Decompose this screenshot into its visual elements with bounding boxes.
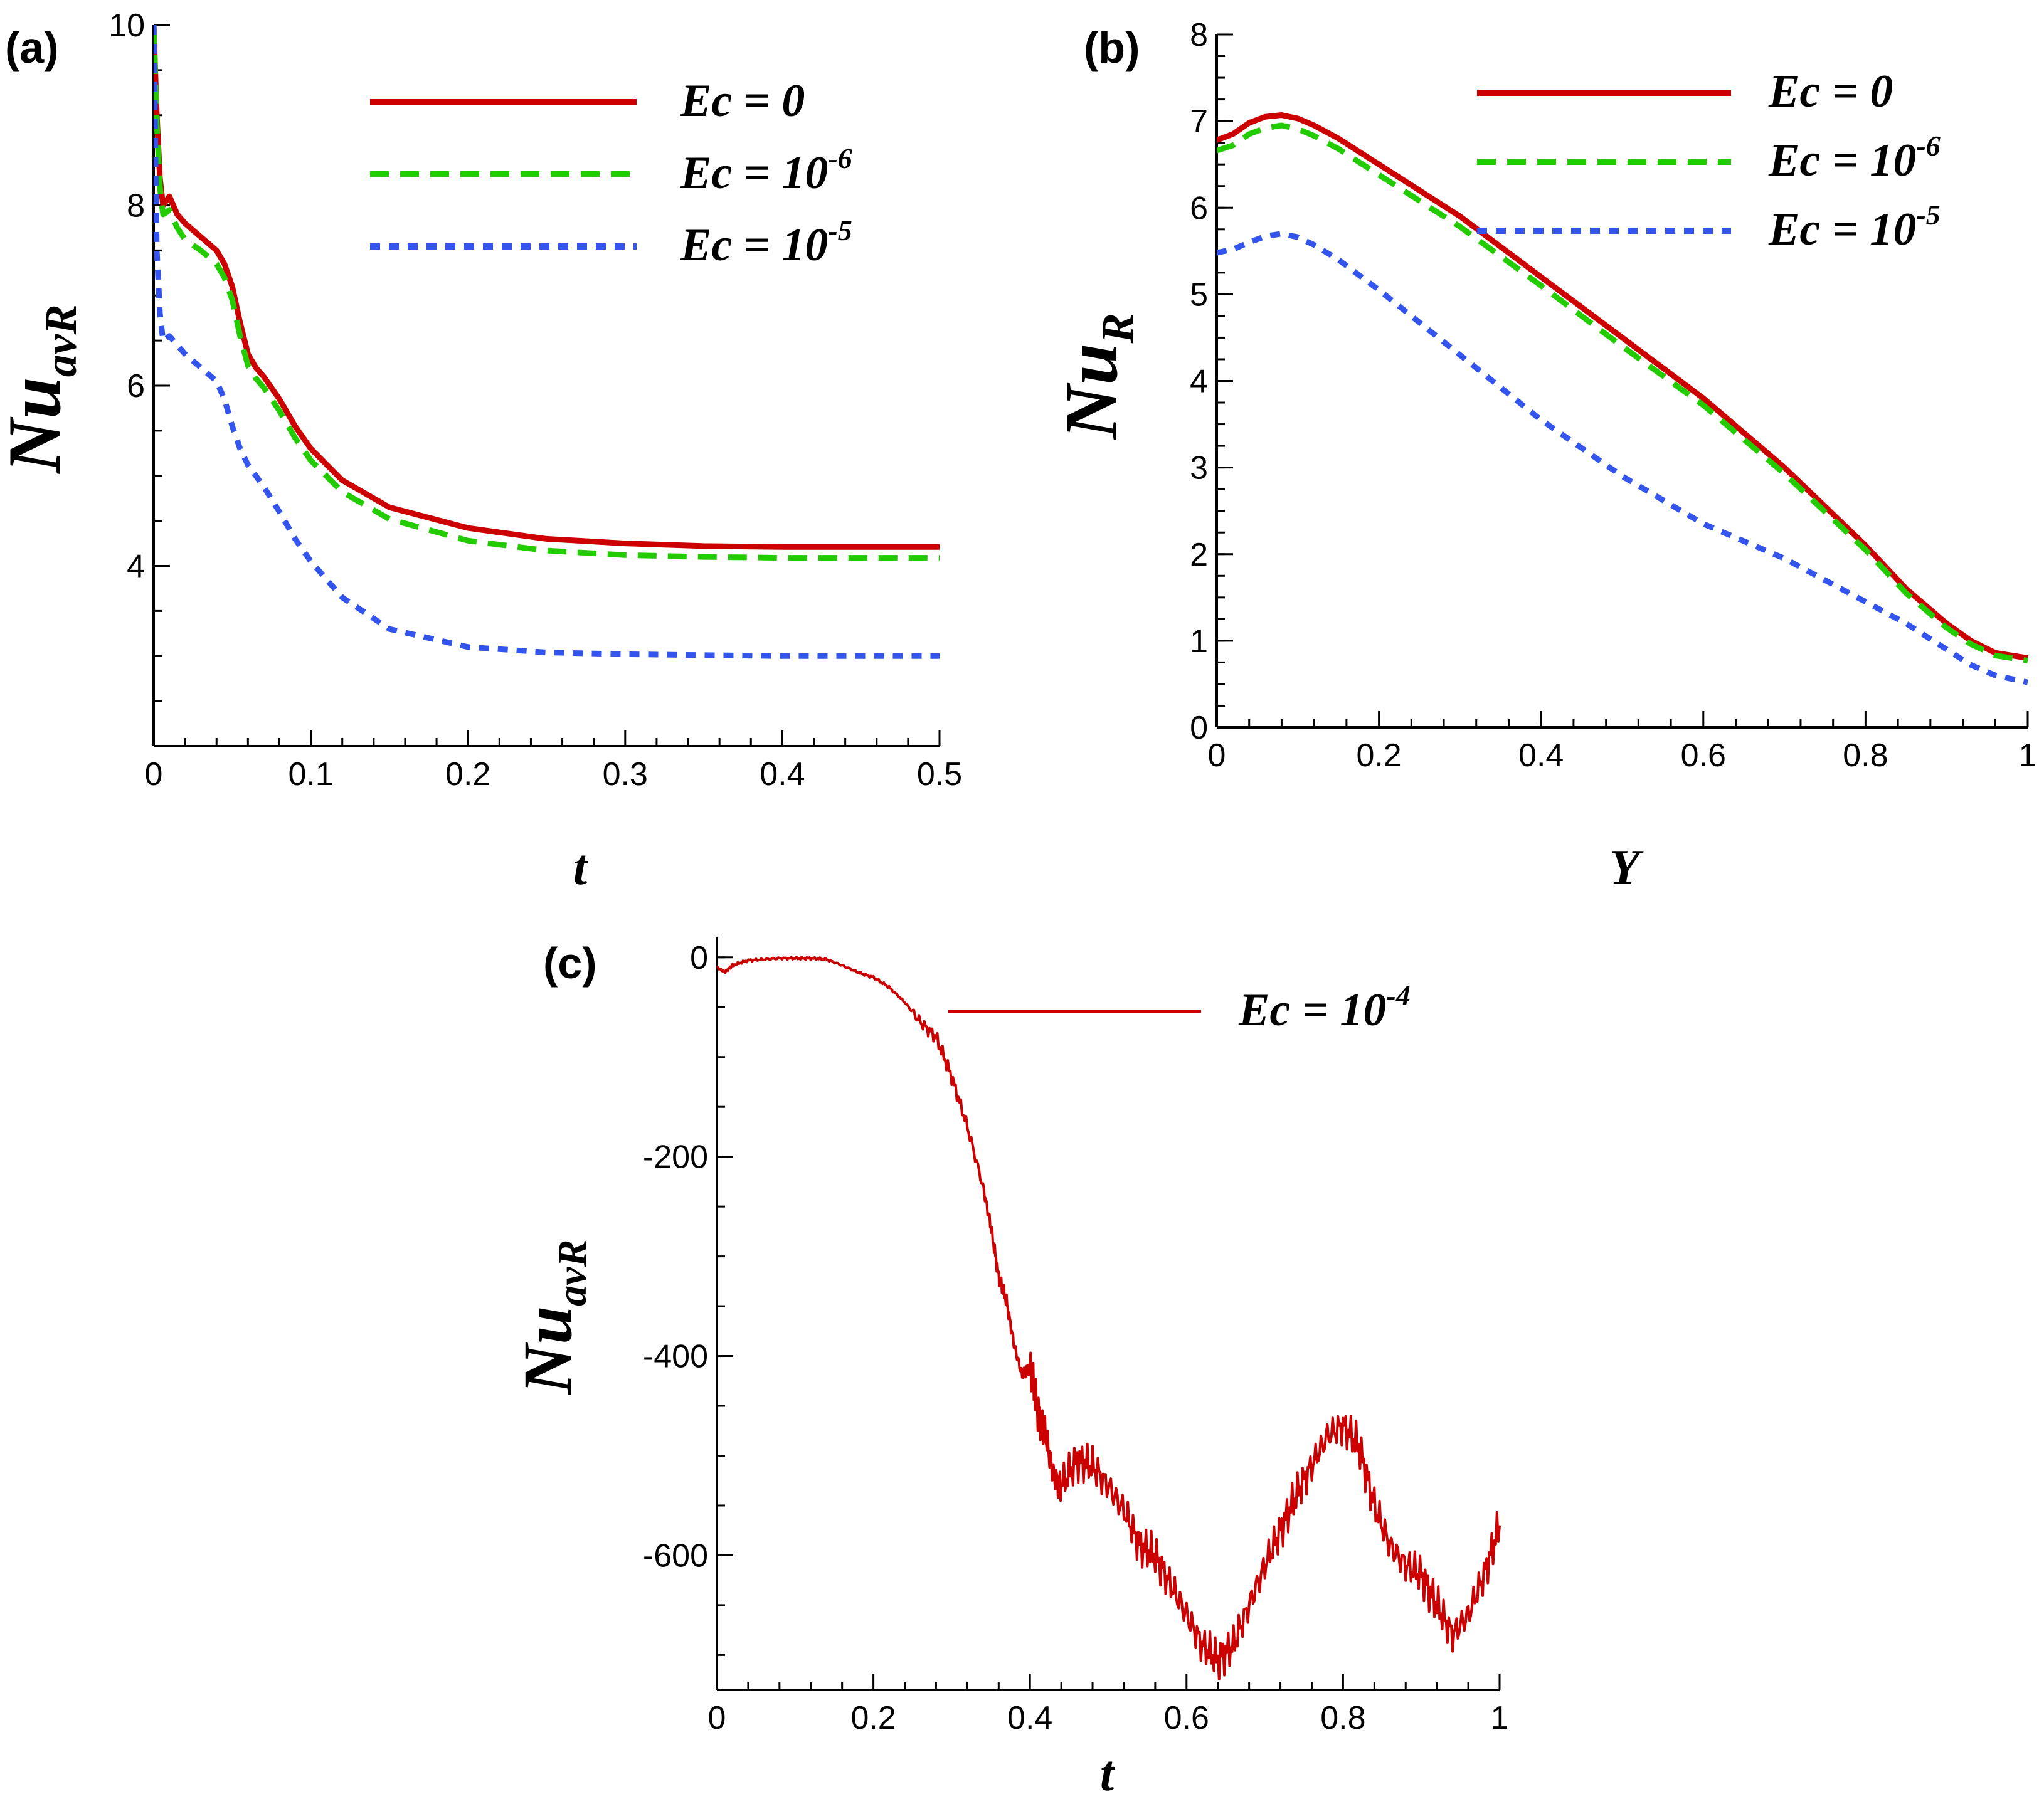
y-axis-label: NuavR xyxy=(0,304,86,474)
legend-label: Ec = 0 xyxy=(1768,66,1893,117)
legend-label-text: Ec = 0 xyxy=(1768,66,1893,117)
y-axis-label-subscript: avR xyxy=(549,1240,595,1306)
x-tick-label: 0 xyxy=(1208,737,1226,774)
y-tick-label: 5 xyxy=(1190,277,1208,313)
y-axis-label-main: Nu xyxy=(509,1306,586,1396)
y-axis-label-subscript: R xyxy=(1093,313,1143,344)
y-tick-label: 2 xyxy=(1190,537,1208,573)
series-line xyxy=(1217,231,2028,685)
legend-label-exponent: -6 xyxy=(828,142,852,174)
legend-label-exponent: -5 xyxy=(828,214,852,246)
legend-label-exponent: -6 xyxy=(1916,130,1940,162)
legend-label: Ec = 10-6 xyxy=(1768,130,1941,186)
legend-label: Ec = 10-5 xyxy=(1768,199,1941,255)
x-tick-label: 0.4 xyxy=(760,756,805,793)
legend-label-text: Ec = 10 xyxy=(680,219,828,271)
panel-label: (b) xyxy=(1084,23,1140,72)
legend-label-text: Ec = 0 xyxy=(680,75,805,127)
series-line xyxy=(154,24,940,550)
panel-b-chart: 0 0.2 0.4 0.6 0.8 1 0 1 2 3 4 5 6 7 8 Y NuR (b) Ec = 0 Ec =… xyxy=(1049,17,2036,895)
x-tick-label: 0.2 xyxy=(850,1700,896,1736)
panel-c-chart: 0 0.2 0.4 0.6 0.8 1 0 -200 -400 -600 t NuavR (c) Ec =… xyxy=(509,937,1508,1801)
y-tick-label: -400 xyxy=(643,1339,708,1375)
x-tick-label: 0.8 xyxy=(1320,1700,1365,1736)
legend-label: Ec = 0 xyxy=(680,75,805,127)
legend-label: Ec = 10-4 xyxy=(1238,979,1411,1036)
x-tick-label: 0.4 xyxy=(1007,1700,1052,1736)
series-line xyxy=(717,956,1501,1681)
legend-label: Ec = 10-6 xyxy=(680,142,852,199)
x-axis-label: Y xyxy=(1609,840,1644,895)
x-tick-label: 0.4 xyxy=(1518,737,1564,774)
x-tick-label: 0.2 xyxy=(1356,737,1401,774)
y-axis-label-main: Nu xyxy=(0,377,76,474)
x-axis-label: t xyxy=(573,840,589,895)
x-tick-label: 0.8 xyxy=(1843,737,1888,774)
y-axis-label-main: Nu xyxy=(1049,343,1133,440)
x-tick-label: 0.6 xyxy=(1681,737,1726,774)
y-tick-label: 10 xyxy=(109,8,145,44)
y-tick-label: 4 xyxy=(1190,364,1208,400)
y-tick-label: 8 xyxy=(1190,17,1208,53)
x-tick-label: 1 xyxy=(2019,737,2037,774)
series-line xyxy=(1217,112,2028,661)
legend-label-text: Ec = 10 xyxy=(1768,135,1916,186)
y-axis-label-subscript: avR xyxy=(36,304,86,377)
panel-a-chart: 0 0.1 0.2 0.3 0.4 0.5 4 6 8 10 t NuavR (a) Ec = 0 Ec =… xyxy=(0,8,962,895)
legend-label: Ec = 10-5 xyxy=(680,214,852,271)
y-tick-label: 7 xyxy=(1190,103,1208,140)
x-axis-label: t xyxy=(1100,1746,1116,1801)
y-tick-label: -600 xyxy=(643,1538,708,1574)
x-tick-label: 1 xyxy=(1491,1700,1509,1736)
x-tick-label: 0.3 xyxy=(603,756,648,793)
x-tick-label: 0.5 xyxy=(917,756,962,793)
y-tick-label: 0 xyxy=(1190,710,1208,746)
x-tick-label: 0.2 xyxy=(445,756,490,793)
y-tick-label: 6 xyxy=(127,368,145,404)
y-tick-label: 1 xyxy=(1190,623,1208,660)
y-tick-label: 8 xyxy=(127,188,145,224)
series-line xyxy=(154,24,940,659)
legend-label-exponent: -5 xyxy=(1916,199,1940,231)
x-tick-label: 0 xyxy=(708,1700,726,1736)
y-axis-label: NuR xyxy=(1049,313,1143,440)
x-tick-label: 0 xyxy=(145,756,163,793)
y-tick-label: 4 xyxy=(127,549,145,585)
legend-label-exponent: -4 xyxy=(1386,979,1410,1011)
y-tick-label: 0 xyxy=(690,940,708,976)
legend-label-text: Ec = 10 xyxy=(1768,204,1916,255)
x-tick-label: 0.1 xyxy=(288,756,333,793)
series-line xyxy=(154,24,940,561)
y-tick-label: -200 xyxy=(643,1139,708,1176)
x-tick-label: 0.6 xyxy=(1164,1700,1209,1736)
panel-label: (c) xyxy=(543,939,597,988)
y-tick-label: 6 xyxy=(1190,190,1208,226)
panel-label: (a) xyxy=(5,23,59,72)
legend-label-text: Ec = 10 xyxy=(680,147,828,199)
legend-label-text: Ec = 10 xyxy=(1238,984,1386,1036)
y-axis-label: NuavR xyxy=(509,1240,595,1396)
y-tick-label: 3 xyxy=(1190,450,1208,487)
